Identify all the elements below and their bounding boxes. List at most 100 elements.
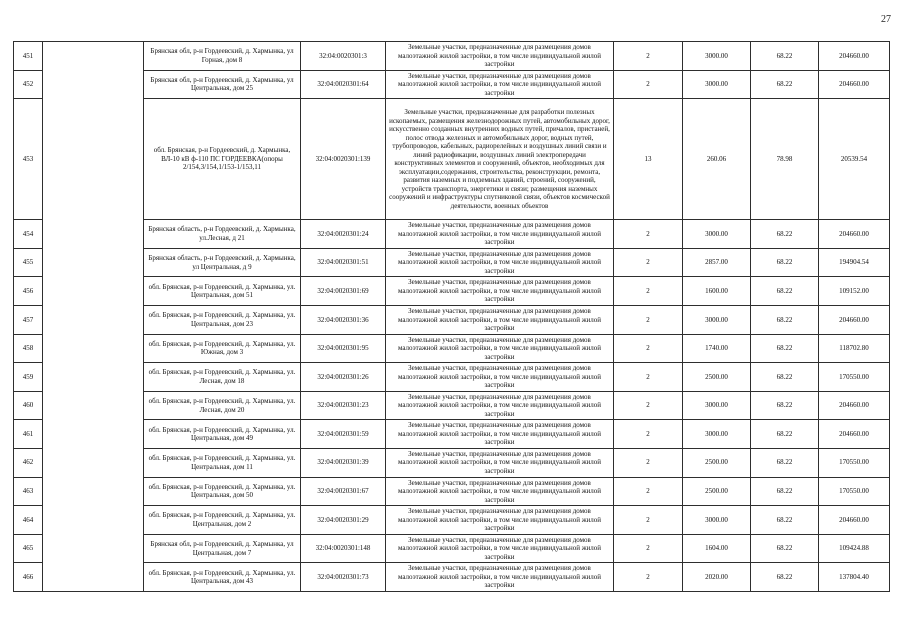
- parcel-count-cell: 2: [613, 276, 683, 306]
- cadastral-number-cell: 32:04:0020301:59: [300, 419, 386, 449]
- cadastral-number-cell: 32:04:0020301:148: [300, 533, 386, 564]
- address-cell: Брянская область, р-н Гордеевский, д. Ха…: [143, 219, 301, 249]
- row-number-cell: 462: [13, 447, 43, 478]
- cadastral-value-cell: 137804.40: [818, 562, 890, 592]
- row-number-cell: 460: [13, 390, 43, 421]
- area-cell: 2500.00: [682, 447, 751, 478]
- specific-value-cell: 68.22: [750, 276, 819, 306]
- cadastral-value-cell: 109424.88: [818, 533, 890, 564]
- land-use-description-cell: Земельные участки, предназначенные для р…: [385, 247, 614, 278]
- address-cell: обл. Брянская, р-н Гордеевский, д. Хармы…: [143, 362, 301, 392]
- table-row: 451 Брянская обл, р-н Гордеевский, д. Ха…: [13, 41, 890, 592]
- area-cell: 3000.00: [682, 304, 751, 335]
- parcel-count-cell: 2: [613, 505, 683, 535]
- specific-value-cell: 68.22: [750, 419, 819, 449]
- specific-value-cell: 68.22: [750, 362, 819, 392]
- area-cell: 1604.00: [682, 533, 751, 564]
- cadastral-value-cell: 118702.80: [818, 333, 890, 364]
- land-use-description-cell: Земельные участки, предназначенные для р…: [385, 505, 614, 535]
- row-number-cell: 452: [13, 69, 43, 100]
- table-row: 457 обл. Брянская, р-н Гордеевский, д. Х…: [13, 304, 890, 335]
- address-cell: обл. Брянская, р-н Гордеевский, д. Хармы…: [143, 419, 301, 449]
- address-cell: обл. Брянская, р-н Гордеевский, д. Хармы…: [143, 562, 301, 592]
- address-cell: обл. Брянская, р-н Гордеевский, д. Хармы…: [143, 333, 301, 364]
- parcel-count-cell: 2: [613, 41, 683, 71]
- area-cell: 2020.00: [682, 562, 751, 592]
- parcel-count-cell: 2: [613, 447, 683, 478]
- address-cell: обл. Брянская, р-н Гордеевский, д. Хармы…: [143, 390, 301, 421]
- cadastral-number-cell: 32:04:0020301:3: [300, 41, 386, 71]
- land-use-description-cell: Земельные участки, предназначенные для р…: [385, 69, 614, 100]
- cadastral-value-cell: 109152.00: [818, 276, 890, 306]
- area-cell: 3000.00: [682, 219, 751, 249]
- specific-value-cell: 68.22: [750, 69, 819, 100]
- page-number: 27: [881, 14, 891, 25]
- table-row: 452 Брянская обл, р-н Гордеевский, д. Ха…: [13, 69, 890, 100]
- row-number-cell: 466: [13, 562, 43, 592]
- row-number-cell: 455: [13, 247, 43, 278]
- row-number-cell: 456: [13, 276, 43, 306]
- cadastral-number-cell: 32:04:0020301:29: [300, 505, 386, 535]
- table-row: 455 Брянская область, р-н Гордеевский, д…: [13, 247, 890, 278]
- table-row: 462 обл. Брянская, р-н Гордеевский, д. Х…: [13, 447, 890, 478]
- empty-column-cell: [42, 41, 144, 592]
- table-row: 466 обл. Брянская, р-н Гордеевский, д. Х…: [13, 562, 890, 592]
- row-number-cell: 461: [13, 419, 43, 449]
- address-cell: Брянская обл, р-н Гордеевский, д. Хармын…: [143, 69, 301, 100]
- specific-value-cell: 68.22: [750, 562, 819, 592]
- table-row: 463 обл. Брянская, р-н Гордеевский, д. Х…: [13, 476, 890, 507]
- land-use-description-cell: Земельные участки, предназначенные для р…: [385, 41, 614, 71]
- land-use-description-cell: Земельные участки, предназначенные для р…: [385, 219, 614, 249]
- row-number-cell: 451: [13, 41, 43, 71]
- parcel-count-cell: 2: [613, 390, 683, 421]
- parcel-count-cell: 13: [613, 98, 683, 221]
- cadastral-value-cell: 204660.00: [818, 419, 890, 449]
- cadastral-number-cell: 32:04:0020301:73: [300, 562, 386, 592]
- address-cell: обл. Брянская, р-н Гордеевский, д. Хармы…: [143, 447, 301, 478]
- cadastral-number-cell: 32:04:0020301:36: [300, 304, 386, 335]
- specific-value-cell: 68.22: [750, 41, 819, 71]
- area-cell: 1740.00: [682, 333, 751, 364]
- row-number-cell: 464: [13, 505, 43, 535]
- parcel-count-cell: 2: [613, 362, 683, 392]
- land-use-description-cell: Земельные участки, предназначенные для р…: [385, 390, 614, 421]
- specific-value-cell: 68.22: [750, 533, 819, 564]
- table-row: 453 обл. Брянская, р-н Гордеевский, д. Х…: [13, 98, 890, 221]
- specific-value-cell: 68.22: [750, 304, 819, 335]
- specific-value-cell: 68.22: [750, 247, 819, 278]
- address-cell: обл. Брянская, р-н Гордеевский, д. Хармы…: [143, 304, 301, 335]
- area-cell: 1600.00: [682, 276, 751, 306]
- specific-value-cell: 68.22: [750, 390, 819, 421]
- parcel-count-cell: 2: [613, 247, 683, 278]
- cadastral-value-cell: 204660.00: [818, 390, 890, 421]
- cadastral-number-cell: 32:04:0020301:64: [300, 69, 386, 100]
- cadastral-value-cell: 204660.00: [818, 505, 890, 535]
- address-cell: Брянская обл, р-н Гордеевский, д. Хармын…: [143, 41, 301, 71]
- cadastral-value-cell: 204660.00: [818, 304, 890, 335]
- cadastral-number-cell: 32:04:0020301:69: [300, 276, 386, 306]
- address-cell: обл. Брянская, р-н Гордеевский, д. Хармы…: [143, 98, 301, 221]
- cadastral-value-cell: 204660.00: [818, 69, 890, 100]
- table-row: 461 обл. Брянская, р-н Гордеевский, д. Х…: [13, 419, 890, 449]
- row-number-cell: 458: [13, 333, 43, 364]
- table-row: 458 обл. Брянская, р-н Гордеевский, д. Х…: [13, 333, 890, 364]
- cadastral-value-cell: 170550.00: [818, 362, 890, 392]
- row-number-cell: 453: [13, 98, 43, 221]
- land-use-description-cell: Земельные участки, предназначенные для р…: [385, 333, 614, 364]
- area-cell: 3000.00: [682, 505, 751, 535]
- area-cell: 260.06: [682, 98, 751, 221]
- row-number-cell: 454: [13, 219, 43, 249]
- area-cell: 2500.00: [682, 362, 751, 392]
- row-number-cell: 463: [13, 476, 43, 507]
- cadastral-value-cell: 194904.54: [818, 247, 890, 278]
- land-table-body: 451 Брянская обл, р-н Гордеевский, д. Ха…: [13, 41, 890, 592]
- area-cell: 3000.00: [682, 390, 751, 421]
- specific-value-cell: 68.22: [750, 447, 819, 478]
- table-row: 465 Брянская обл, р-н Гордеевский, д. Ха…: [13, 533, 890, 564]
- cadastral-number-cell: 32:04:0020301:95: [300, 333, 386, 364]
- specific-value-cell: 68.22: [750, 333, 819, 364]
- parcel-count-cell: 2: [613, 69, 683, 100]
- land-use-description-cell: Земельные участки, предназначенные для р…: [385, 419, 614, 449]
- land-use-description-cell: Земельные участки, предназначенные для р…: [385, 304, 614, 335]
